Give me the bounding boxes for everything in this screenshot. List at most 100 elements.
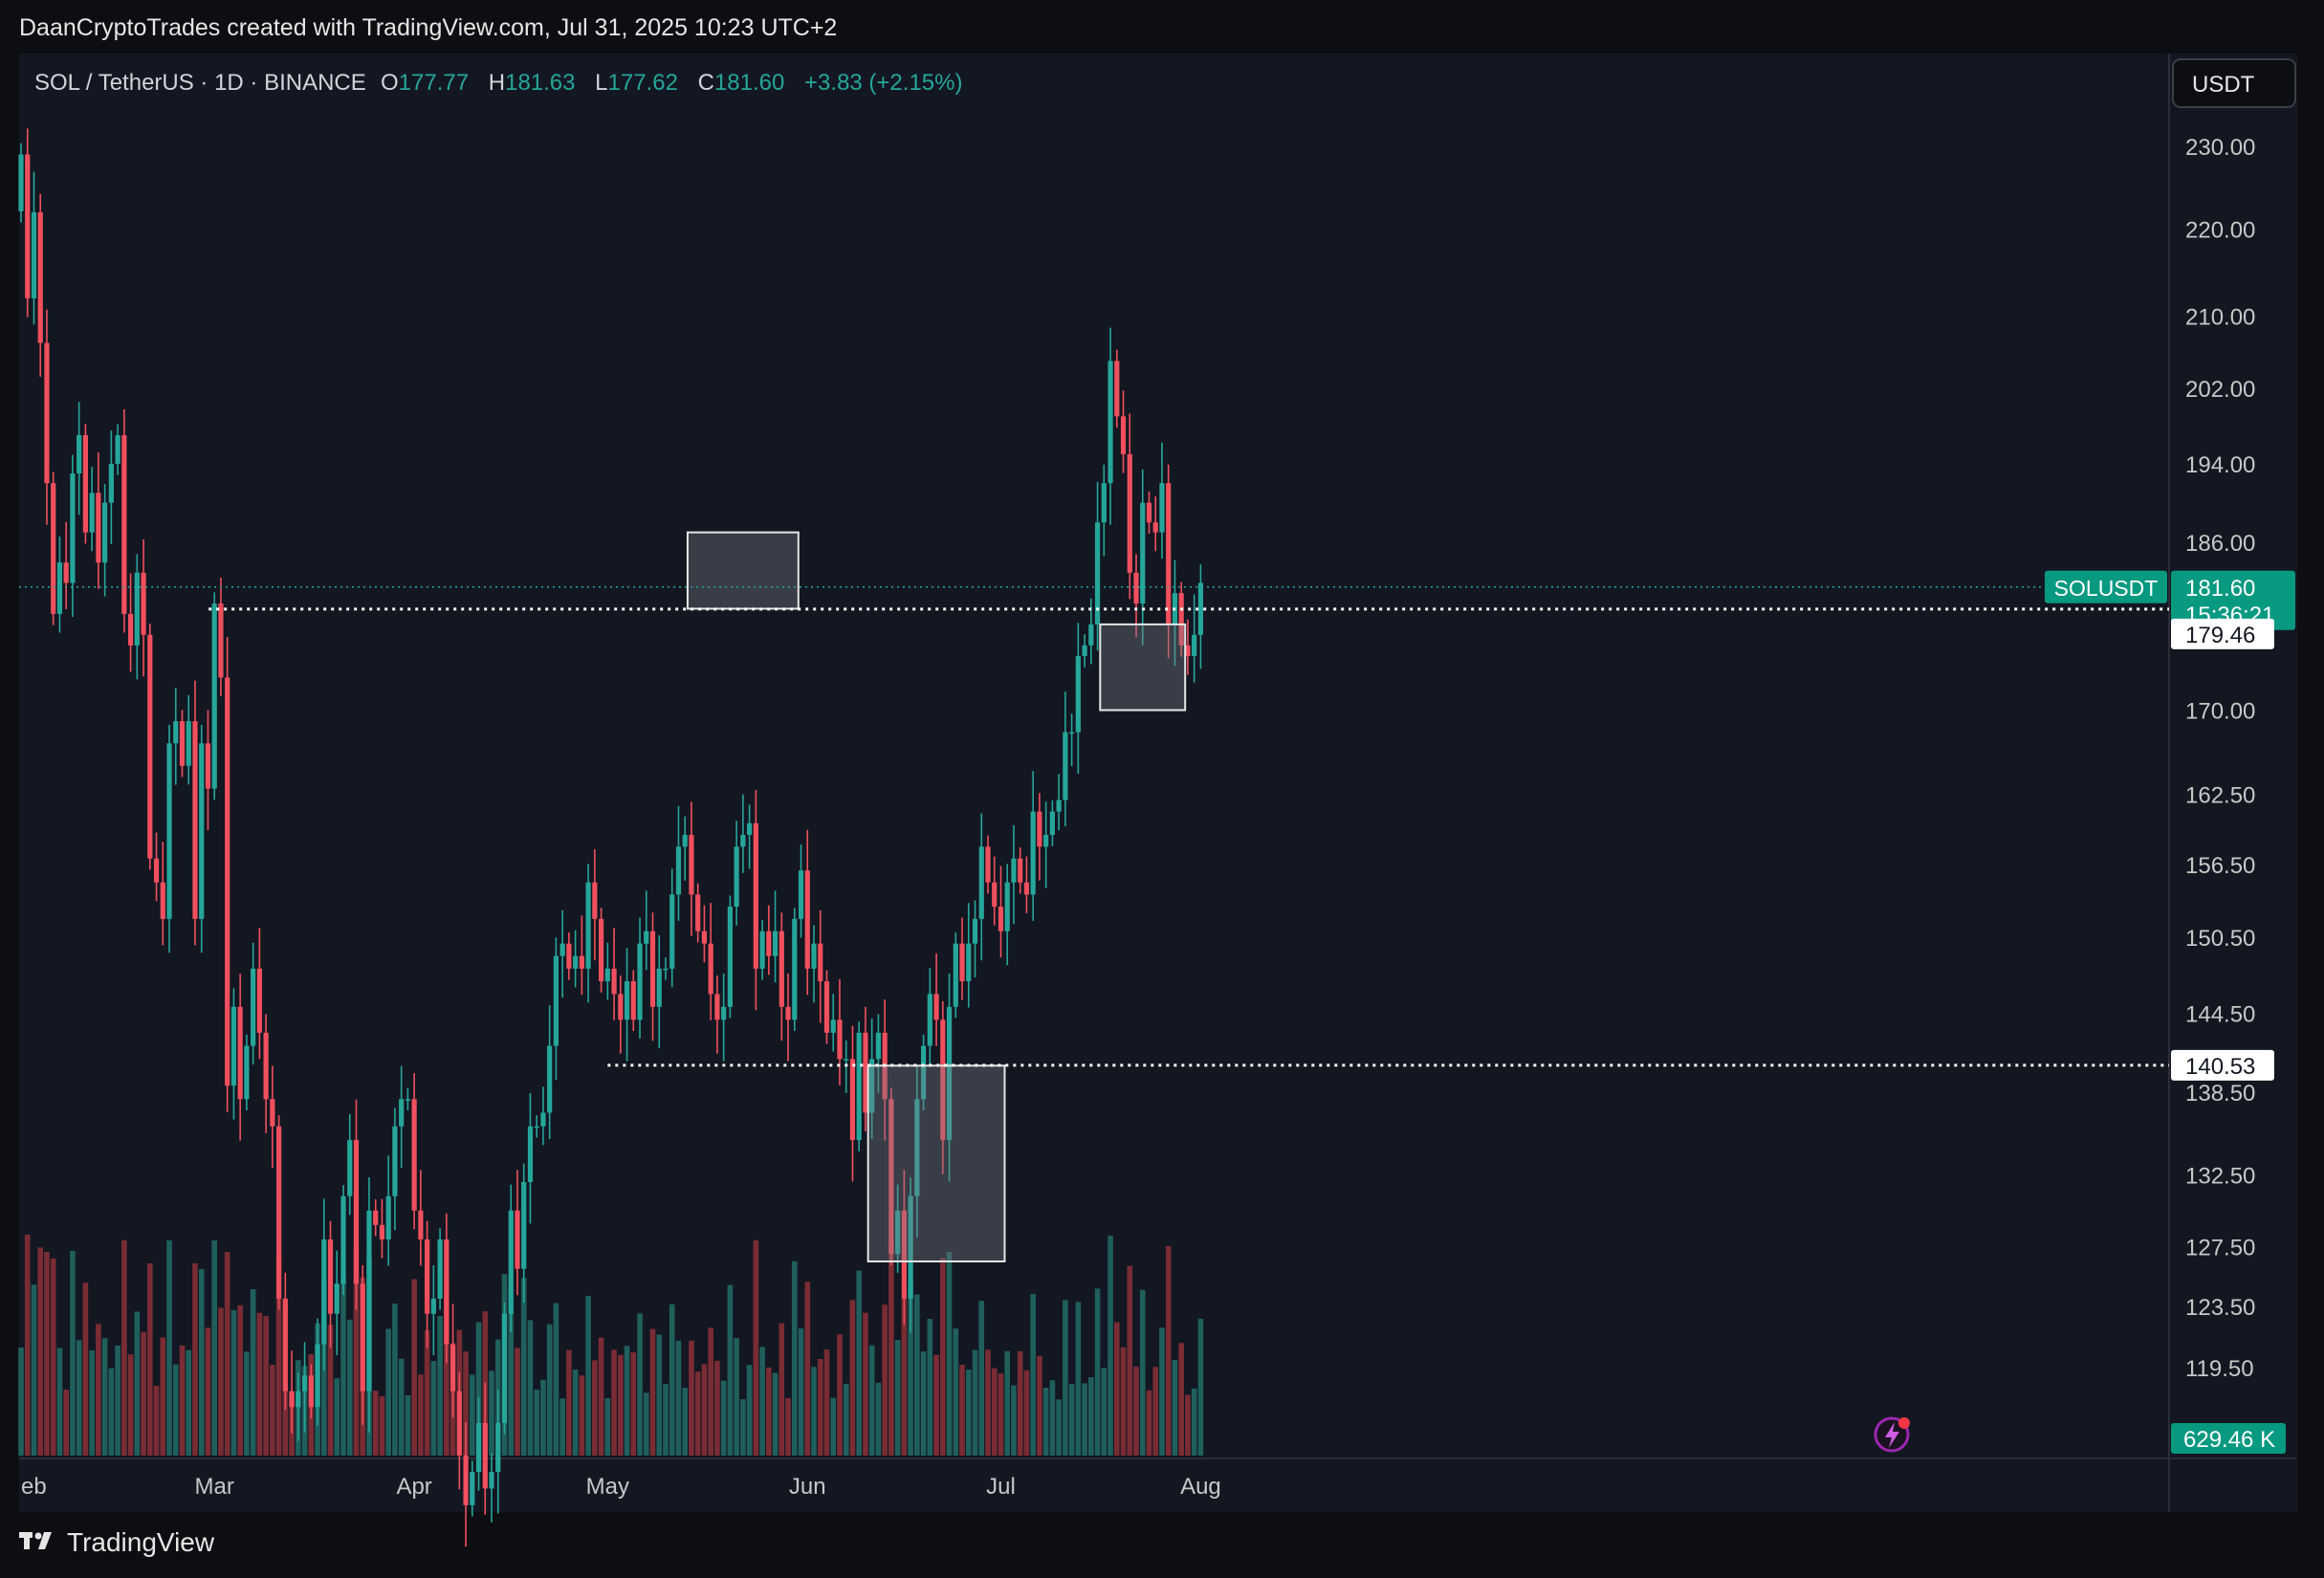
candle-body: [82, 435, 88, 533]
x-tick-label: Jun: [789, 1474, 826, 1500]
volume-bar: [82, 1282, 89, 1456]
volume-bar: [598, 1337, 604, 1456]
candle-body: [56, 562, 63, 614]
volume-bar: [611, 1349, 617, 1456]
volume-bar: [778, 1323, 785, 1456]
volume-bar: [334, 1378, 340, 1456]
candle-body: [360, 1283, 365, 1392]
x-axis-ticks: eb Mar Apr May Jun Jul Aug: [21, 1474, 1221, 1500]
volume-bar: [804, 1282, 811, 1456]
candle-body: [444, 1238, 449, 1345]
change-value: +3.83 (+2.15%): [804, 70, 962, 96]
volume-bar: [998, 1373, 1004, 1456]
y-tick-label: 138.50: [2185, 1081, 2255, 1107]
candle-body: [1114, 361, 1120, 417]
volume-bar: [1049, 1380, 1056, 1456]
lightning-icon[interactable]: [1874, 1416, 1910, 1453]
candle-body: [585, 882, 591, 969]
candle-body: [1152, 522, 1158, 533]
candle-body: [540, 1112, 546, 1127]
volume-bar: [89, 1349, 95, 1456]
candle-body: [127, 613, 134, 646]
candle-body: [301, 1375, 308, 1392]
volume-bar: [746, 1365, 753, 1456]
volume-bar: [527, 1320, 534, 1456]
candle-body: [521, 1181, 527, 1269]
candle-body: [1159, 483, 1165, 533]
volume-bar: [849, 1300, 856, 1456]
volume-bar: [63, 1390, 69, 1456]
volume-bar: [1159, 1327, 1165, 1456]
candle-body: [327, 1238, 334, 1314]
candle-body: [740, 835, 746, 847]
candle-body: [534, 1126, 539, 1129]
volume-bar: [230, 1310, 237, 1456]
candle-body: [392, 1126, 398, 1196]
volume-bar: [205, 1327, 211, 1456]
volume-bar: [1133, 1366, 1139, 1456]
volume-bar: [978, 1301, 985, 1456]
volume-bar: [965, 1370, 972, 1456]
volume-bar: [411, 1279, 417, 1456]
candle-body: [308, 1375, 314, 1408]
currency-button[interactable]: USDT: [2172, 58, 2296, 108]
volume-bar: [263, 1316, 269, 1456]
price-tags: SOLUSDT 181.6015:36:21179.46140.53629.46 …: [2045, 570, 2295, 1454]
highlight-zones: [686, 531, 1187, 1262]
symbol-price-tag: SOLUSDT: [2045, 570, 2167, 603]
footer-brand[interactable]: TradingView: [19, 1526, 214, 1559]
volume-bar: [624, 1346, 630, 1456]
candle-body: [1056, 800, 1062, 812]
currency-button-label[interactable]: USDT: [2192, 72, 2255, 98]
volume-bar: [1088, 1377, 1094, 1456]
highlight-zone[interactable]: [1099, 623, 1187, 712]
candle-body: [237, 1006, 243, 1100]
volume-bar: [830, 1397, 837, 1456]
candle-body: [89, 493, 95, 533]
chart-plot-area[interactable]: [19, 54, 2171, 1512]
volume-bar: [186, 1349, 192, 1456]
candle-body: [353, 1140, 360, 1284]
highlight-zone[interactable]: [686, 531, 800, 610]
volume-bar: [714, 1360, 720, 1456]
volume-bar: [405, 1395, 411, 1456]
y-tick-label: 230.00: [2185, 135, 2255, 161]
candle-body: [96, 493, 101, 563]
y-tick-label: 210.00: [2185, 304, 2255, 330]
volume-bar: [901, 1298, 908, 1456]
candle-body: [449, 1344, 456, 1392]
candle-body: [553, 955, 559, 1046]
candle-body: [837, 1019, 843, 1060]
candle-body: [276, 1126, 282, 1299]
candle-body: [289, 1391, 295, 1408]
volume-bar: [211, 1240, 217, 1456]
volume-bar: [489, 1370, 494, 1456]
volume-bar: [340, 1277, 346, 1456]
candle-body: [721, 1006, 727, 1020]
candle-body: [1146, 502, 1152, 523]
volume-bar: [192, 1263, 198, 1456]
candle-body: [675, 846, 682, 895]
volume-bar: [1037, 1356, 1042, 1456]
volume-bar: [237, 1304, 243, 1456]
volume-bar: [444, 1274, 449, 1456]
open-label: O: [381, 70, 399, 96]
volume-bar: [1011, 1385, 1017, 1456]
price-axis[interactable]: [2171, 54, 2297, 1512]
candle-body: [102, 502, 108, 563]
y-tick-label: 156.50: [2185, 853, 2255, 879]
volume-bar: [546, 1324, 553, 1456]
attribution-bar: DaanCryptoTrades created with TradingVie…: [0, 0, 2324, 54]
volume-bar: [1042, 1388, 1049, 1456]
volume-bar: [134, 1311, 141, 1456]
volume-bar: [127, 1354, 134, 1456]
highlight-zone[interactable]: [866, 1064, 1006, 1262]
candle-body: [849, 1059, 856, 1141]
candle-body: [940, 1019, 946, 1141]
volume-bar: [772, 1372, 778, 1456]
candle-body: [205, 743, 211, 789]
candle-body: [1004, 882, 1010, 931]
level-lines: [19, 586, 2169, 1067]
volume-bar: [121, 1240, 127, 1456]
